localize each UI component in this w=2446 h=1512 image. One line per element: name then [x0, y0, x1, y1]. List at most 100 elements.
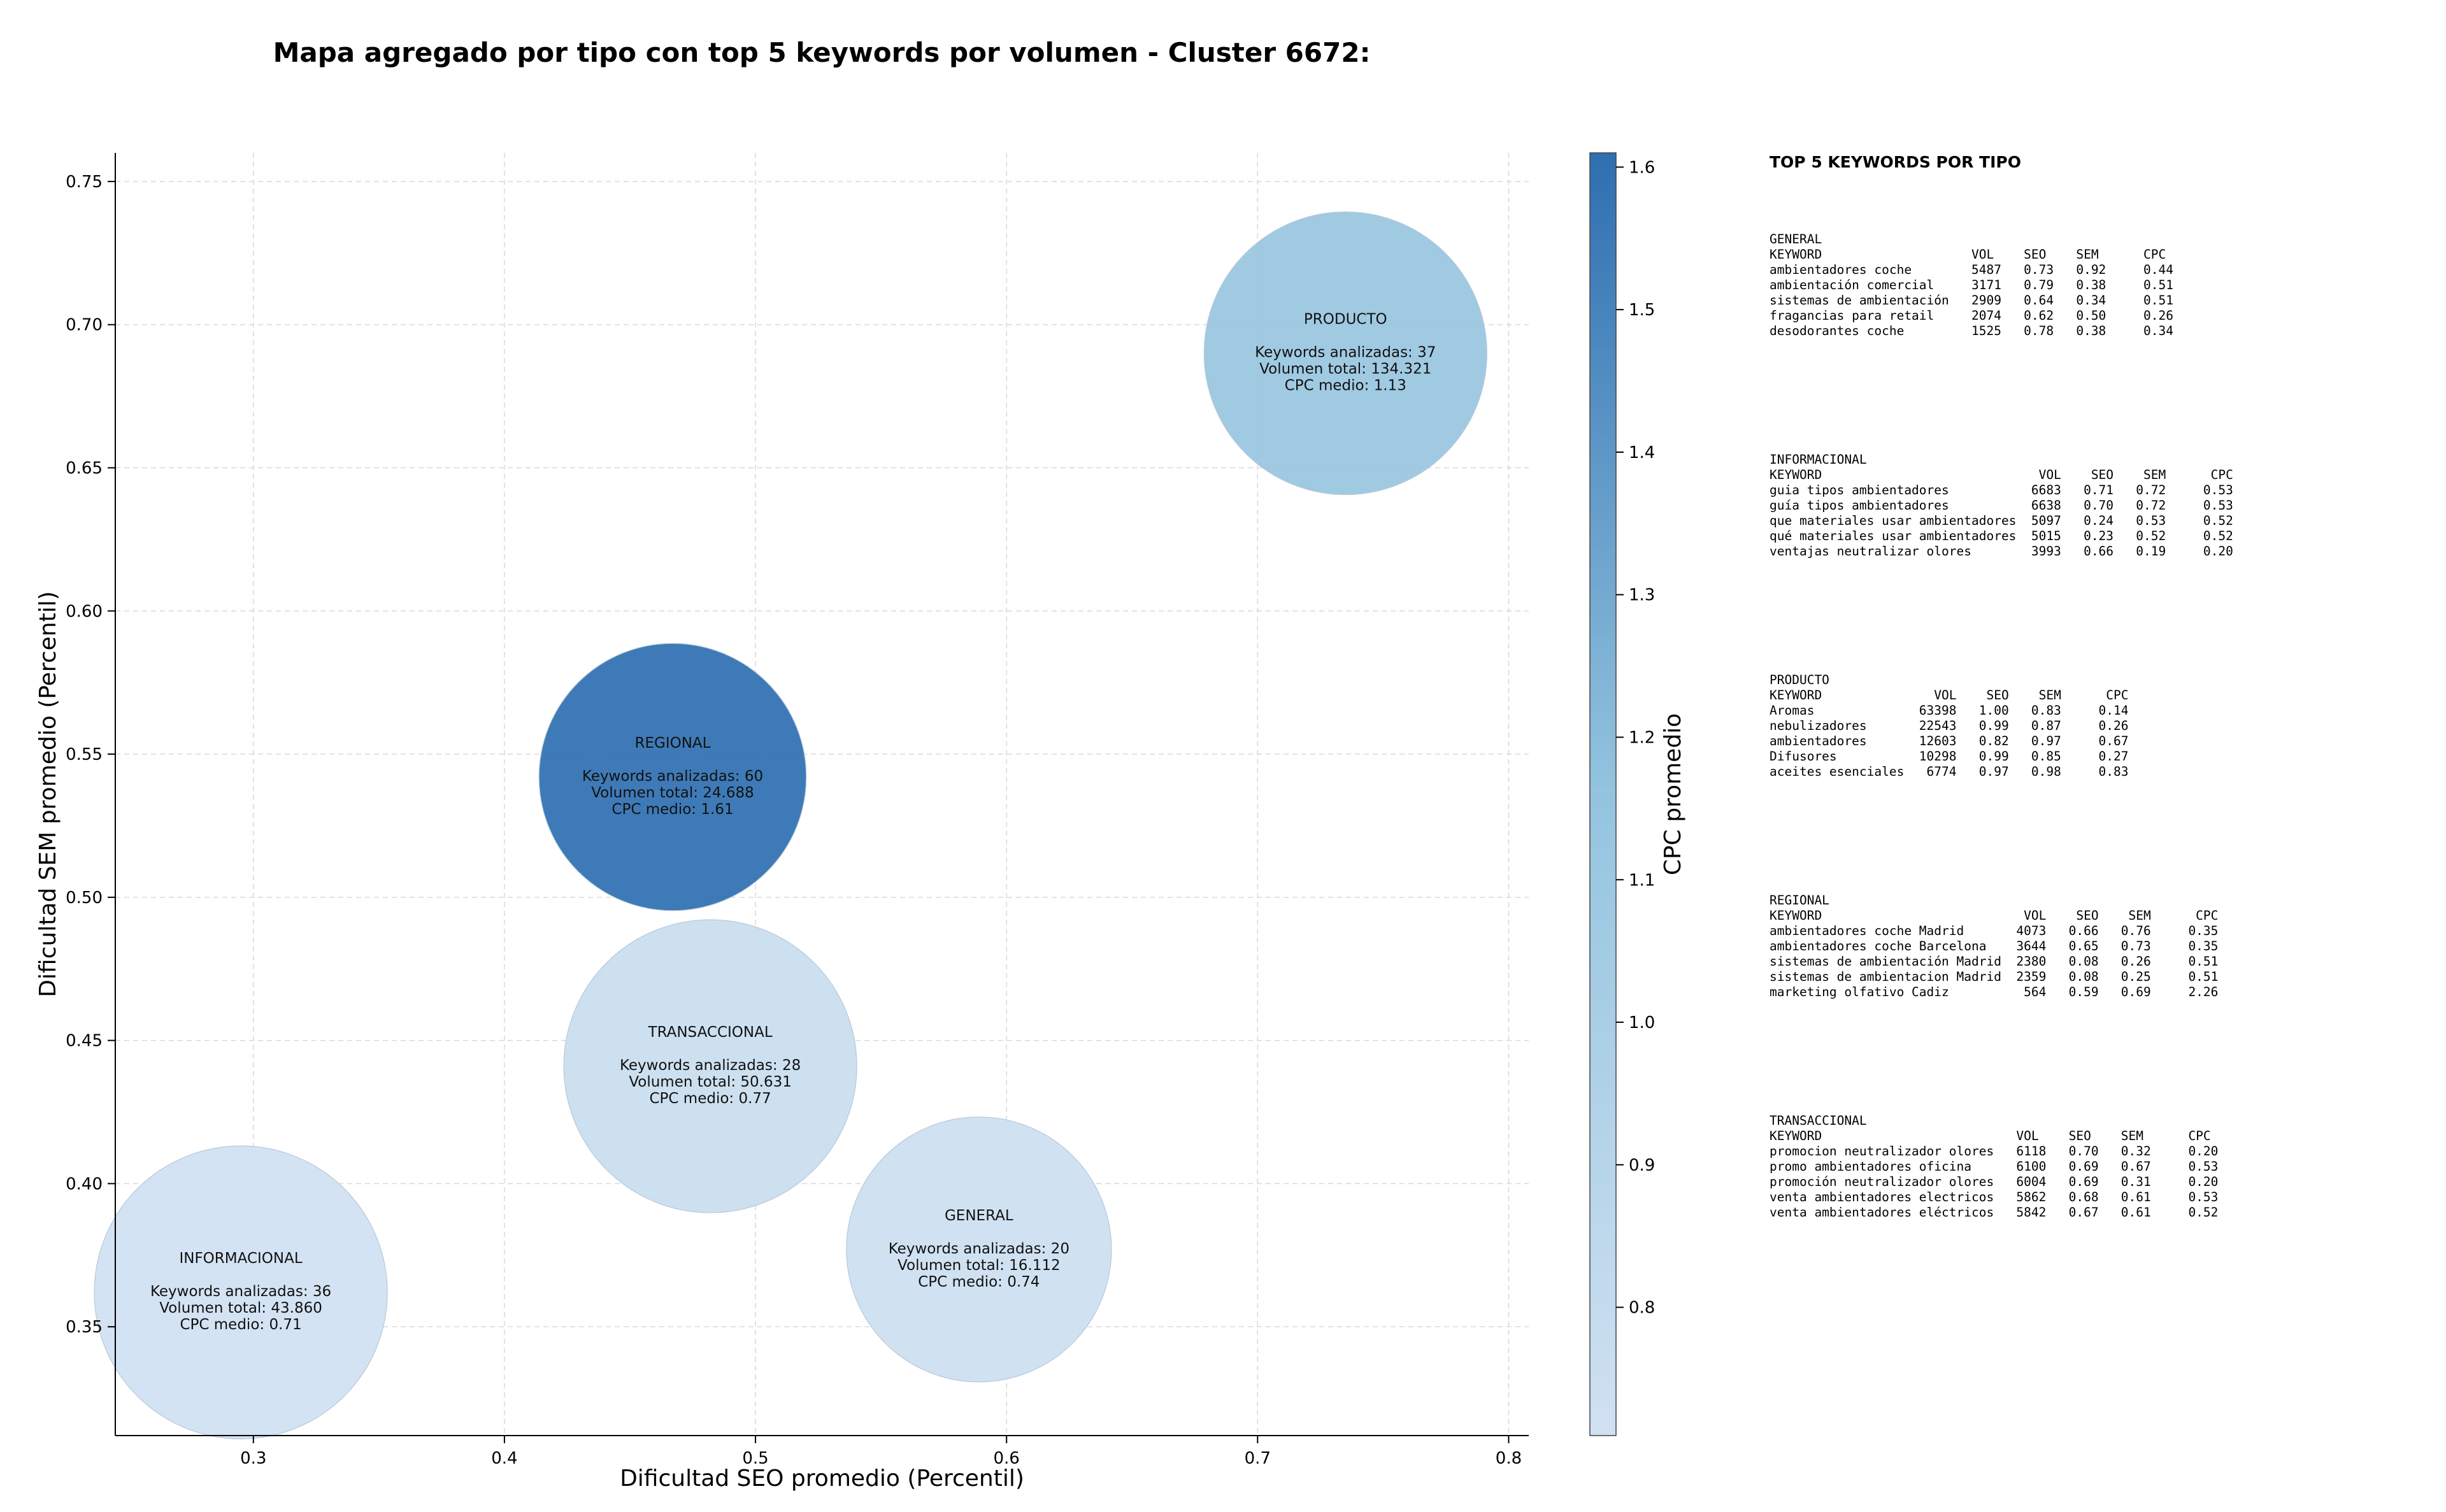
bubble-detail: Volumen total: 43.860: [159, 1300, 322, 1316]
bubble-detail: CPC medio: 0.71: [180, 1316, 301, 1333]
keyword-block-producto: PRODUCTO KEYWORD VOL SEO SEM CPC Aromas …: [1770, 673, 2432, 780]
bubble-producto: [1203, 211, 1487, 496]
keyword-row: venta ambientadores electricos 5862 0.68…: [1770, 1190, 2219, 1204]
block-type-label: TRANSACCIONAL: [1770, 1113, 1867, 1128]
keyword-row: ambientadores coche 5487 0.73 0.92 0.44: [1770, 262, 2173, 277]
bubble-detail: Keywords analizadas: 60: [582, 768, 763, 785]
block-header: KEYWORD VOL SEO SEM CPC: [1770, 1129, 2211, 1143]
bubble-detail: CPC medio: 0.77: [650, 1090, 771, 1107]
bubble-detail: Volumen total: 50.631: [629, 1074, 792, 1090]
keyword-block-transaccional: TRANSACCIONAL KEYWORD VOL SEO SEM CPC pr…: [1770, 1113, 2432, 1220]
x-tick-label: 0.8: [1496, 1449, 1522, 1468]
block-type-label: GENERAL: [1770, 232, 1822, 246]
keyword-row: que materiales usar ambientadores 5097 0…: [1770, 513, 2233, 528]
block-header: KEYWORD VOL SEO SEM CPC: [1770, 467, 2233, 482]
bubble-detail: Volumen total: 16.112: [898, 1257, 1061, 1274]
keyword-row: guia tipos ambientadores 6683 0.71 0.72 …: [1770, 483, 2233, 497]
y-tick-label: 0.50: [66, 888, 103, 908]
bubble-regional: [538, 643, 807, 911]
bubble-detail: Keywords analizadas: 28: [620, 1057, 801, 1074]
colorbar-tick-label: 1.0: [1629, 1013, 1655, 1032]
bubble-transaccional: [563, 919, 857, 1213]
x-tick-label: 0.5: [742, 1449, 768, 1468]
y-tick-label: 0.65: [66, 459, 103, 478]
bubble-label: REGIONAL: [634, 735, 710, 752]
keyword-row: promoción neutralizador olores 6004 0.69…: [1770, 1174, 2219, 1189]
keyword-row: nebulizadores 22543 0.99 0.87 0.26: [1770, 718, 2129, 733]
colorbar-tick-label: 0.9: [1629, 1156, 1655, 1175]
y-tick-label: 0.75: [66, 173, 103, 192]
block-type-label: PRODUCTO: [1770, 673, 1829, 687]
colorbar-tick-label: 1.4: [1629, 443, 1655, 462]
top-keywords-panel: TOP 5 KEYWORDS POR TIPO GENERAL KEYWORD …: [1770, 153, 2432, 1334]
axes: 0.3 0.4 0.5 0.6 0.7 0.8 0.35 0.40 0.45 0.50 0.55 0.…: [35, 153, 1529, 1492]
bubble-detail: CPC medio: 1.61: [612, 801, 733, 818]
keyword-row: qué materiales usar ambientadores 5015 0…: [1770, 529, 2233, 543]
keyword-row: aceites esenciales 6774 0.97 0.98 0.83: [1770, 764, 2129, 779]
bubble-label: GENERAL: [945, 1208, 1013, 1224]
keyword-row: promo ambientadores oficina 6100 0.69 0.…: [1770, 1159, 2219, 1174]
keyword-row: sistemas de ambientación Madrid 2380 0.0…: [1770, 954, 2219, 969]
keyword-row: ventajas neutralizar olores 3993 0.66 0.…: [1770, 544, 2233, 559]
x-tick-label: 0.4: [491, 1449, 517, 1468]
y-tick-label: 0.40: [66, 1174, 103, 1194]
block-type-label: INFORMACIONAL: [1770, 452, 1867, 467]
y-tick-label: 0.35: [66, 1318, 103, 1337]
x-tick-label: 0.6: [994, 1449, 1020, 1468]
x-tick-label: 0.7: [1245, 1449, 1271, 1468]
keyword-row: ambientadores coche Madrid 4073 0.66 0.7…: [1770, 924, 2219, 938]
bubble-informacional: [94, 1145, 388, 1439]
colorbar-tick-label: 1.1: [1629, 871, 1655, 890]
bubble-general: [846, 1116, 1112, 1383]
y-tick-label: 0.55: [66, 745, 103, 764]
bubble-detail: Volumen total: 24.688: [591, 785, 754, 801]
keyword-row: fragancias para retail 2074 0.62 0.50 0.…: [1770, 308, 2173, 323]
block-header: KEYWORD VOL SEO SEM CPC: [1770, 688, 2129, 703]
colorbar-gradient: [1589, 152, 1617, 1436]
bubble-label: PRODUCTO: [1304, 311, 1387, 328]
bubble-detail: Keywords analizadas: 36: [150, 1283, 331, 1300]
panel-heading: TOP 5 KEYWORDS POR TIPO: [1770, 153, 2021, 171]
y-tick-label: 0.45: [66, 1032, 103, 1051]
keyword-row: sistemas de ambientacion Madrid 2359 0.0…: [1770, 969, 2219, 984]
bubble-label: TRANSACCIONAL: [648, 1024, 773, 1041]
colorbar: 0.8 0.9 1.0 1.1 1.2 1.3 1.4 1.5 1.6 CPC promedio: [1589, 152, 1686, 1436]
chart-title: Mapa agregado por tipo con top 5 keyword…: [273, 37, 1371, 68]
block-header: KEYWORD VOL SEO SEM CPC: [1770, 247, 2166, 262]
keyword-row: marketing olfativo Cadiz 564 0.59 0.69 2…: [1770, 985, 2219, 999]
colorbar-tick-label: 0.8: [1629, 1299, 1655, 1318]
keyword-block-general: GENERAL KEYWORD VOL SEO SEM CPC ambienta…: [1770, 232, 2432, 339]
y-tick-label: 0.60: [66, 602, 103, 621]
keyword-row: ambientadores coche Barcelona 3644 0.65 …: [1770, 939, 2219, 953]
bubble-detail: Keywords analizadas: 20: [889, 1241, 1069, 1257]
bubble-label: INFORMACIONAL: [179, 1250, 302, 1267]
block-type-label: REGIONAL: [1770, 893, 1829, 908]
keyword-row: ambientadores 12603 0.82 0.97 0.67: [1770, 734, 2129, 748]
keyword-row: guía tipos ambientadores 6638 0.70 0.72 …: [1770, 498, 2233, 513]
colorbar-tick-label: 1.6: [1629, 158, 1655, 177]
colorbar-tick-label: 1.2: [1629, 728, 1655, 747]
bubble-detail: CPC medio: 1.13: [1285, 378, 1406, 394]
keyword-row: promocion neutralizador olores 6118 0.70…: [1770, 1144, 2219, 1159]
keyword-row: ambientación comercial 3171 0.79 0.38 0.…: [1770, 278, 2173, 292]
keyword-row: Difusores 10298 0.99 0.85 0.27: [1770, 749, 2129, 764]
block-header: KEYWORD VOL SEO SEM CPC: [1770, 908, 2219, 923]
keyword-row: sistemas de ambientación 2909 0.64 0.34 …: [1770, 293, 2173, 308]
bubble-detail: Volumen total: 134.321: [1259, 361, 1431, 378]
colorbar-tick-label: 1.3: [1629, 586, 1655, 605]
bubble-detail: Keywords analizadas: 37: [1255, 345, 1436, 361]
keyword-row: desodorantes coche 1525 0.78 0.38 0.34: [1770, 324, 2173, 338]
colorbar-tick-label: 1.5: [1629, 301, 1655, 320]
x-tick-label: 0.3: [240, 1449, 266, 1468]
colorbar-label: CPC promedio: [1660, 713, 1686, 875]
x-axis-label: Dificultad SEO promedio (Percentil): [620, 1466, 1024, 1492]
keyword-block-informacional: INFORMACIONAL KEYWORD VOL SEO SEM CPC gu…: [1770, 452, 2432, 559]
keyword-row: Aromas 63398 1.00 0.83 0.14: [1770, 703, 2129, 718]
y-tick-label: 0.70: [66, 316, 103, 335]
keyword-row: venta ambientadores eléctricos 5842 0.67…: [1770, 1205, 2219, 1220]
y-axis-label: Dificultad SEM promedio (Percentil): [35, 591, 61, 997]
bubble-detail: CPC medio: 0.74: [918, 1274, 1040, 1290]
keyword-block-regional: REGIONAL KEYWORD VOL SEO SEM CPC ambient…: [1770, 893, 2432, 1000]
